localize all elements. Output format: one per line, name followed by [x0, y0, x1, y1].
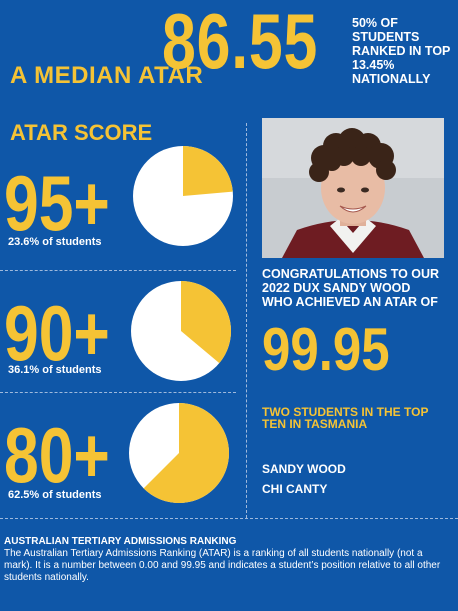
- atar-info-text: The Australian Tertiary Admissions Ranki…: [4, 548, 441, 583]
- atar-score-title: ATAR SCORE: [10, 120, 153, 145]
- divider: [0, 270, 236, 271]
- atar-info-title: AUSTRALIAN TERTIARY ADMISSIONS RANKING: [4, 536, 237, 547]
- score-block-90: 90+ 36.1% of students: [0, 280, 240, 404]
- pie-chart-80: [129, 403, 229, 503]
- divider: [0, 392, 236, 393]
- pie-share-slice: [181, 281, 231, 364]
- student-name: SANDY WOOD: [262, 462, 346, 476]
- score-block-80: 80+ 62.5% of students: [0, 400, 240, 524]
- score-95-caption: 23.6% of students: [8, 236, 102, 248]
- student-name: CHI CANTY: [262, 482, 328, 496]
- vertical-divider: [246, 123, 247, 518]
- pie-chart-90: [131, 281, 231, 381]
- score-block-95: 95+ 23.6% of students: [0, 146, 240, 274]
- pie-share-slice: [143, 403, 229, 503]
- median-atar-value: 86.55: [162, 0, 319, 85]
- score-90-caption: 36.1% of students: [8, 364, 102, 376]
- dux-photo: [262, 118, 444, 258]
- score-90: 90+: [4, 289, 110, 377]
- dux-congratulations: CONGRATULATIONS TO OUR 2022 DUX SANDY WO…: [262, 267, 440, 309]
- median-note: 50% OF STUDENTS RANKED IN TOP 13.45% NAT…: [352, 16, 451, 86]
- pie-share-slice: [183, 146, 233, 196]
- bottom-divider: [0, 518, 458, 519]
- top-ten-title: TWO STUDENTS IN THE TOP TEN IN TASMANIA: [262, 405, 429, 431]
- dux-atar-score: 99.95: [262, 316, 390, 383]
- score-80-caption: 62.5% of students: [8, 489, 102, 501]
- median-label: A MEDIAN ATAR: [10, 62, 204, 89]
- pie-chart-95: [133, 146, 233, 246]
- score-95: 95+: [4, 159, 110, 247]
- score-80: 80+: [4, 411, 110, 499]
